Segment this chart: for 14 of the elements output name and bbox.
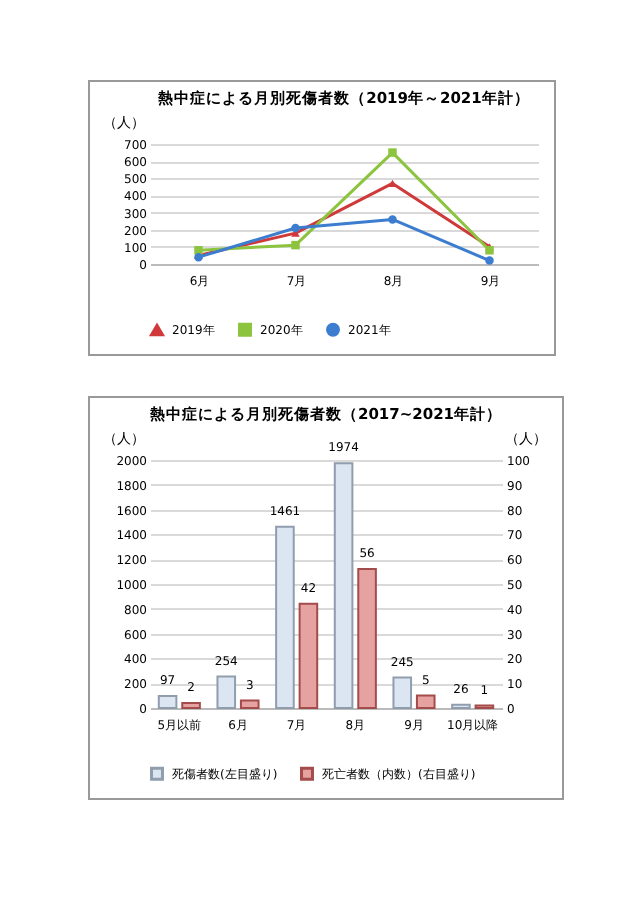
point [485, 256, 494, 265]
point [291, 240, 300, 250]
bar [216, 675, 237, 709]
bar [181, 702, 201, 709]
bar [357, 568, 377, 709]
point [388, 148, 397, 157]
bar [298, 602, 319, 709]
point [388, 215, 397, 224]
bar [392, 676, 413, 709]
bar [275, 525, 295, 709]
point [291, 223, 300, 233]
bar [239, 699, 260, 709]
bar [157, 694, 178, 709]
bar [333, 462, 354, 709]
